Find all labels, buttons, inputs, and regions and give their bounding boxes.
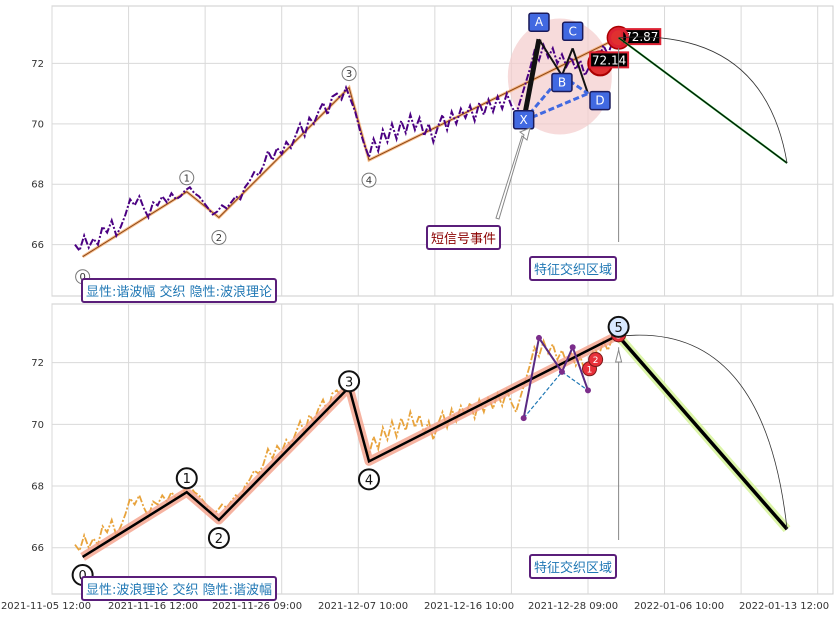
wave-point-label: 2	[216, 233, 222, 244]
y-tick-label: 66	[31, 240, 44, 251]
feature-interweave-zone-label-top: 特征交织区域	[529, 256, 618, 281]
x-tick-label: 2021-12-16 10:00	[424, 601, 514, 612]
y-tick-label: 66	[31, 543, 44, 554]
x-tick-label: 2021-12-07 10:00	[318, 601, 408, 612]
harmonic-leg-bc	[561, 47, 574, 76]
harmonic-point-label: C	[568, 24, 576, 38]
x-tick-label: 2021-11-05 12:00	[1, 601, 91, 612]
feature-interweave-zone-label-bottom: 特征交织区域	[529, 554, 618, 579]
price-tag-label: 72.14	[592, 53, 626, 67]
forecast-arc	[618, 36, 788, 164]
harmonic-point-dot	[584, 387, 591, 394]
harmonic-point-box	[512, 110, 535, 130]
short-signal-event-label: 短信号事件	[426, 225, 502, 250]
wave-point-marker	[207, 526, 230, 549]
fork-point-marker	[588, 352, 604, 368]
forecast-line	[618, 37, 788, 164]
bottom-panel: 66687072123012345	[31, 303, 834, 595]
harmonic-point-label: B	[558, 75, 566, 89]
wave-point-label: 3	[346, 69, 352, 80]
harmonic-dash-bd	[561, 371, 589, 391]
wave-line	[81, 333, 620, 559]
harmonic-point-box	[589, 90, 611, 111]
harmonic-point-box	[561, 21, 584, 42]
harmonic-point-box	[528, 12, 550, 32]
y-tick-label: 70	[31, 119, 44, 130]
harmonic-point-dot	[558, 368, 565, 375]
harmonic-point-dot	[520, 415, 527, 422]
y-tick-label: 72	[31, 358, 44, 369]
plot-frame	[51, 5, 834, 297]
wave-point-label: 4	[365, 473, 373, 488]
harmonic-point-dot	[569, 344, 576, 351]
wave-point-label: 0	[79, 272, 85, 283]
harmonic-point-label: A	[535, 15, 544, 29]
harmonic-point-box	[551, 72, 573, 93]
harmonic-leg-cd	[571, 47, 589, 94]
price-line	[74, 35, 618, 253]
x-tick-label: 2021-11-26 09:00	[212, 601, 302, 612]
end-marker	[608, 27, 630, 49]
y-tick-label: 72	[31, 59, 44, 70]
y-tick-label: 68	[31, 180, 44, 191]
x-tick-label: 2021-11-16 12:00	[108, 601, 198, 612]
harmonic-leg-xa	[521, 38, 542, 122]
harmonic-point-label: X	[520, 113, 528, 127]
dominant-recessive-legend-bottom: 显性:波浪理论 交织 隐性:谐波幅	[81, 576, 278, 601]
harmonic-point-label: D	[595, 94, 604, 108]
wave-point-marker	[179, 170, 195, 186]
fork-point-label: 1	[587, 365, 593, 375]
zone-marker-arrow	[614, 349, 623, 363]
x-tick-label: 2022-01-06 10:00	[634, 601, 724, 612]
wave-point-label: 1	[183, 472, 191, 487]
wave-point-marker	[175, 467, 198, 490]
wave-point-marker	[361, 172, 377, 188]
wave-point-marker	[341, 66, 357, 82]
y-tick-label: 70	[31, 420, 44, 431]
wave-point-marker	[357, 468, 380, 491]
x-tick-label: 2021-12-28 09:00	[528, 601, 618, 612]
forecast-line	[617, 335, 789, 531]
wave-point-label: 5	[614, 321, 622, 336]
wave-line	[82, 37, 619, 258]
forecast-arc	[618, 334, 788, 530]
wave-point-marker	[607, 315, 630, 338]
harmonic-dash-xb	[523, 371, 563, 419]
fork-point-label: 2	[593, 356, 599, 366]
x-tick-label: 2022-01-13 12:00	[739, 601, 829, 612]
wave-point-marker	[211, 229, 227, 245]
wave-point-label: 4	[366, 176, 372, 187]
harmonic-point-dot	[535, 334, 542, 341]
dominant-recessive-legend-top: 显性:谐波幅 交织 隐性:波浪理论	[81, 278, 278, 303]
event-arrow	[495, 127, 531, 220]
wave-point-label: 2	[215, 532, 223, 547]
wave-point-label: 1	[184, 173, 190, 184]
wave-point-label: 3	[345, 375, 353, 390]
plot-frame	[51, 303, 834, 595]
harmonic-leg-ab	[538, 38, 563, 77]
y-tick-label: 68	[31, 482, 44, 493]
wave-point-marker	[338, 370, 361, 393]
